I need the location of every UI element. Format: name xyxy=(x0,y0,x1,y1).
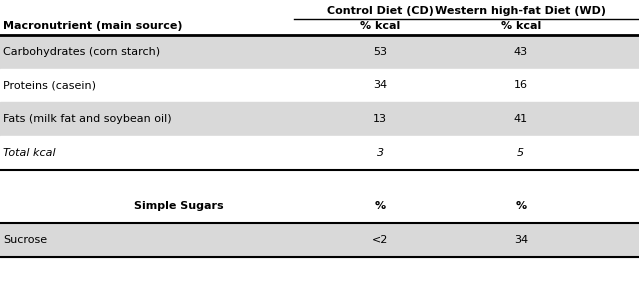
Text: Fats (milk fat and soybean oil): Fats (milk fat and soybean oil) xyxy=(3,114,172,124)
Text: 34: 34 xyxy=(373,80,387,91)
Text: Control Diet (CD): Control Diet (CD) xyxy=(327,5,434,15)
Bar xyxy=(0,69,639,102)
Text: Total kcal: Total kcal xyxy=(3,148,56,158)
Text: Western high-fat Diet (WD): Western high-fat Diet (WD) xyxy=(435,5,606,15)
Text: Sucrose: Sucrose xyxy=(3,235,47,245)
Bar xyxy=(0,136,639,170)
Text: %: % xyxy=(515,201,527,211)
Text: 5: 5 xyxy=(517,148,525,158)
Text: % kcal: % kcal xyxy=(501,21,541,31)
Text: Simple Sugars: Simple Sugars xyxy=(134,201,224,211)
Text: 13: 13 xyxy=(373,114,387,124)
Text: Carbohydrates (corn starch): Carbohydrates (corn starch) xyxy=(3,47,160,57)
Text: 43: 43 xyxy=(514,47,528,57)
Text: 41: 41 xyxy=(514,114,528,124)
Text: Macronutrient (main source): Macronutrient (main source) xyxy=(3,21,183,31)
Text: %: % xyxy=(374,201,386,211)
Bar xyxy=(0,223,639,257)
Text: 16: 16 xyxy=(514,80,528,91)
Bar xyxy=(0,35,639,69)
Bar xyxy=(0,102,639,136)
Text: 34: 34 xyxy=(514,235,528,245)
Text: 3: 3 xyxy=(376,148,384,158)
Text: Proteins (casein): Proteins (casein) xyxy=(3,80,96,91)
Text: <2: <2 xyxy=(372,235,389,245)
Text: 53: 53 xyxy=(373,47,387,57)
Text: % kcal: % kcal xyxy=(360,21,400,31)
